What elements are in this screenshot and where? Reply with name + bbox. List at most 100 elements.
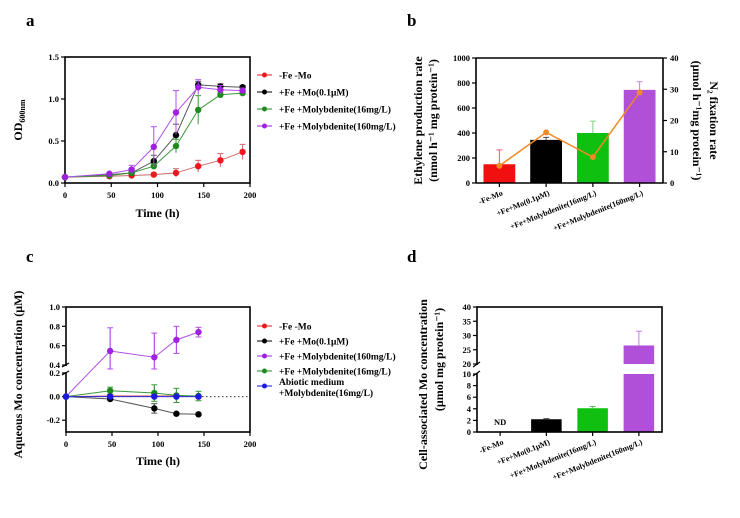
legend-label: Abiotic medium [279,378,344,388]
data-point [195,411,202,418]
y-tick-label: 200 [457,153,470,163]
legend-label: +Fe +Molybdenite(160mg/L) [279,122,396,133]
legend-label-line2: +Molybdenite(16mg/L) [279,388,373,399]
data-point [195,328,202,336]
data-point [151,354,158,361]
y-tick-label: 0 [467,427,471,437]
bar [623,89,656,183]
series-3 [61,79,246,181]
bar [483,164,516,183]
bar-lower [623,374,655,432]
bar [531,419,562,432]
series-3 [62,384,202,403]
category-label: +Fe+Molybdenite(160mg/L) [551,437,644,482]
data-point [172,169,180,177]
n2-fixation-line [498,91,641,167]
series-line [64,84,243,178]
y-axis-title-main: OD [11,122,25,140]
panel-d-cell-mo-bar-chart: -Fe-Mo+Fe+Mo(0.1μM)+Fe+Molybdenite(16mg/… [416,299,663,482]
data-point [172,131,180,139]
panel-b-ethylene-bar-chart: -Fe-Mo+Fe+Mo(0.1μM)+Fe+Molybdenite(16mg/… [411,53,721,233]
data-point [128,166,135,173]
category-label: -Fe-Mo [478,438,505,456]
y-axis-title: Cell-associated Mo concentration [416,299,430,470]
legend-label: +Fe +Molybdenite(16mg/L) [279,367,391,378]
category-label: +Fe+Molybdenite(160mg/L) [552,188,645,233]
panel-a-growth-curve: 0.0 0.5 1.0 1.5 0 50 100 150 200 Time (h) OD600nm -… [11,52,396,220]
legend-label: +Fe +Mo(0.1μM) [279,337,349,348]
y-tick-label: 35 [463,316,472,326]
data-point [106,347,114,355]
legend-marker [262,72,267,78]
y-tick-label: 800 [457,78,470,88]
legend-marker [262,353,267,359]
data-point [173,393,180,400]
data-point [151,393,158,400]
y-tick-label: 2 [467,415,471,425]
nd-annotation: ND [494,417,506,427]
data-point [172,109,180,116]
series-line [64,86,243,178]
legend-marker [262,89,267,95]
y-tick-label: 25 [463,345,472,355]
data-point [217,157,224,164]
y2-tick-label: 30 [670,84,679,94]
y-tick-label: 0.2 [49,368,60,378]
x-tick-label: 200 [244,190,257,200]
axis-break-gap [63,366,69,372]
panel-label-d: d [407,247,417,266]
y-tick-label: 0.5 [48,136,59,146]
data-point [239,148,246,156]
panel-label-c: c [26,247,34,266]
legend-marker [262,106,267,112]
data-point [173,336,180,344]
plot-frame [64,56,251,184]
series-line [64,151,243,178]
panel-label-b: b [407,11,416,30]
legend-label: +Fe +Molybdenite(16mg/L) [279,105,391,116]
data-point [106,170,113,177]
x-tick-label: 0 [63,190,67,200]
data-point [239,87,246,94]
y-tick-label: 400 [457,128,470,138]
n2-fixation-point [543,129,550,136]
y2-tick-label: 10 [670,147,679,157]
y-axis-title: OD600nm [11,99,27,140]
x-axis-title: Time (h) [136,454,180,468]
y-tick-label: 1.0 [48,94,59,104]
panel-label-a: a [26,11,35,30]
y-tick-label: 1.5 [48,52,59,62]
axis-break-gap [474,365,480,373]
y-tick-label: 0.0 [49,392,60,402]
y-tick-label: 10 [463,369,472,379]
y2-axis-units: (μmol h⁻¹mg protein⁻¹) [690,61,704,181]
legend-label: -Fe -Mo [279,323,312,333]
legend-label: -Fe -Mo [279,72,312,82]
y-axis-title: Ethylene production rate [411,56,425,185]
n2-fixation-point [589,154,596,161]
x-axis-title: Time (h) [135,206,179,220]
legend-marker [262,368,267,374]
y-tick-label: 40 [463,302,472,312]
data-point [172,142,180,150]
y2-tick-label: 20 [670,116,679,126]
data-point [150,143,157,151]
x-tick-label: 100 [151,190,164,200]
data-point [61,173,69,181]
y-tick-label: 6 [467,392,471,402]
y-tick-label: 0.8 [49,321,60,331]
legend-label: +Fe +Molybdenite(160mg/L) [279,352,396,363]
x-tick-label: 150 [197,190,210,200]
y-axis-title-subscript: 600nm [18,99,27,122]
bar [530,139,563,183]
legend-marker [262,338,267,344]
data-point [151,405,158,412]
data-point [195,84,202,91]
bar [577,408,608,432]
series-4 [62,393,202,400]
legend-marker [262,323,267,329]
x-tick-label: 150 [198,439,211,449]
n2-fixation-point [496,162,503,169]
data-point [62,393,70,400]
